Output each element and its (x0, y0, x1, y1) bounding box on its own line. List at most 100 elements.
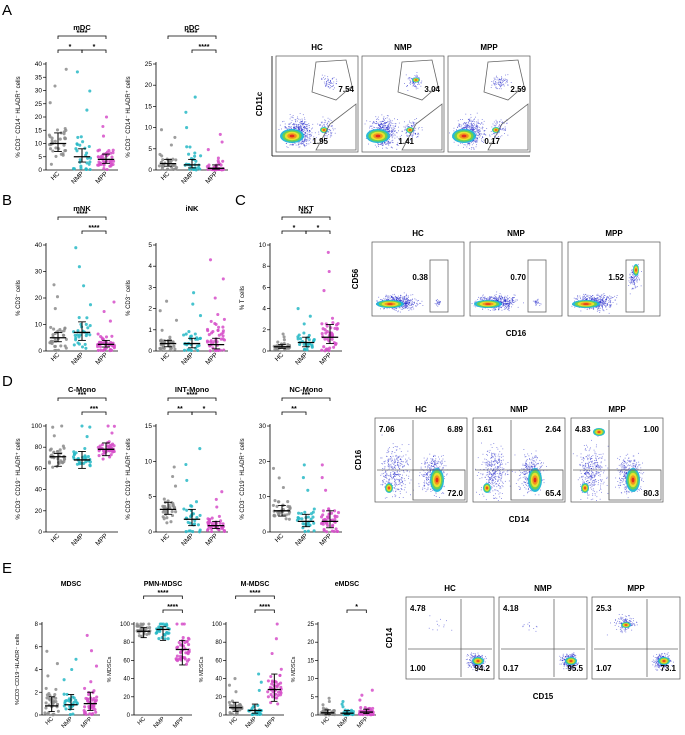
flow-event (537, 299, 539, 301)
data-point (96, 332, 100, 336)
data-point (221, 277, 225, 281)
flow-event (464, 125, 466, 127)
data-point (61, 444, 65, 448)
flow-event (293, 127, 295, 128)
data-point (111, 151, 115, 155)
flow-event (403, 306, 405, 307)
flow-event (635, 286, 637, 288)
flow-event (494, 79, 496, 80)
data-point (182, 348, 187, 352)
flow-event (461, 124, 463, 126)
flow-event (304, 138, 306, 140)
flow-event (392, 125, 394, 127)
data-point (309, 517, 313, 521)
data-point (286, 500, 290, 504)
flow-event (393, 126, 395, 128)
flow-event (296, 128, 298, 130)
flow-event (590, 296, 592, 297)
flow-event (477, 132, 479, 133)
flow-event (508, 302, 510, 304)
flow-event (290, 126, 292, 127)
flow-event (305, 126, 307, 128)
flow-event (293, 144, 294, 145)
flow-event (504, 302, 506, 304)
flow-event (377, 116, 379, 118)
data-point (55, 128, 60, 132)
flow-event (599, 304, 601, 306)
flow-event (330, 133, 332, 134)
flow-event (320, 121, 322, 123)
flow-event (336, 83, 337, 85)
flow-event (408, 299, 409, 300)
flow-event (385, 143, 387, 145)
data-point (276, 340, 280, 344)
flow-event (382, 117, 384, 119)
flow-event (306, 129, 308, 130)
flow-event (411, 302, 413, 304)
flow-event (507, 298, 509, 299)
flow-event (507, 301, 509, 303)
flow-event (601, 302, 603, 303)
flow-event (500, 128, 502, 130)
data-point (81, 140, 85, 144)
flow-event (411, 304, 413, 306)
flow-event (382, 299, 384, 301)
flow-event (499, 297, 501, 299)
flow-event (439, 302, 441, 304)
flow-event (632, 283, 634, 285)
flow-event (374, 123, 376, 124)
flow-event (629, 274, 631, 276)
flow-event (637, 276, 638, 277)
significance-label: **** (187, 392, 198, 399)
flow-event (499, 79, 500, 80)
data-point (96, 345, 100, 349)
flow-event (304, 141, 306, 143)
data-point (102, 167, 106, 171)
flow-event (401, 306, 403, 308)
flow-event (465, 127, 467, 129)
flow-event (483, 132, 485, 134)
flow-event (305, 135, 306, 137)
flow-event (501, 122, 503, 123)
flow-event (406, 303, 408, 304)
flow-event (404, 296, 406, 298)
flow-event (390, 131, 392, 133)
flow-event (323, 122, 325, 124)
flow-event (603, 295, 605, 296)
data-point (160, 328, 164, 332)
flow-event (457, 144, 459, 146)
flow-event (498, 78, 500, 80)
flow-event (482, 299, 484, 301)
flow-event (382, 142, 384, 144)
flow-event (466, 123, 468, 125)
flow-event (406, 135, 408, 137)
flow-event (334, 132, 336, 134)
flow-event (463, 128, 465, 130)
flow-event (381, 299, 383, 301)
flow-event (299, 113, 301, 114)
flow-event (301, 142, 303, 144)
flow-event (328, 131, 330, 133)
flow-event (388, 138, 390, 140)
flow-event (494, 298, 496, 300)
flow-event (476, 124, 478, 126)
flow-event (300, 125, 302, 127)
significance-bracket (305, 230, 331, 234)
flow-event (400, 294, 401, 296)
flow-event (298, 118, 300, 120)
flow-event (512, 301, 513, 302)
data-point (282, 335, 286, 339)
flow-event (375, 123, 377, 124)
flow-event (391, 140, 393, 142)
flow-event (601, 305, 603, 307)
data-point (283, 348, 287, 352)
flow-event (376, 146, 377, 148)
data-point (64, 67, 68, 71)
flow-event (402, 296, 403, 298)
data-point (71, 167, 76, 171)
data-point (72, 343, 76, 347)
flow-event (377, 144, 379, 146)
flow-event (398, 300, 400, 302)
flow-event (387, 142, 389, 144)
